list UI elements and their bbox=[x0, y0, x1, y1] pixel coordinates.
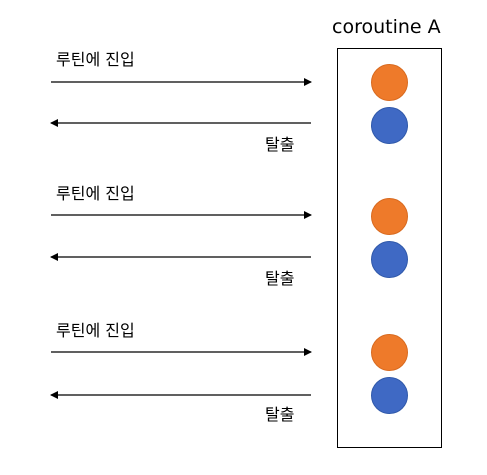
exit-label: 탈출 bbox=[265, 405, 295, 424]
exit-label: 탈출 bbox=[265, 135, 295, 154]
exit-dot bbox=[371, 377, 408, 414]
coroutine-box bbox=[337, 48, 442, 448]
enter-label: 루틴에 진입 bbox=[56, 184, 135, 203]
exit-dot bbox=[371, 107, 408, 144]
coroutine-title: coroutine A bbox=[332, 16, 441, 38]
enter-dot bbox=[371, 334, 408, 371]
enter-dot bbox=[371, 64, 408, 101]
exit-label: 탈출 bbox=[265, 269, 295, 288]
enter-dot bbox=[371, 198, 408, 235]
enter-label: 루틴에 진입 bbox=[56, 50, 135, 69]
enter-label: 루틴에 진입 bbox=[56, 321, 135, 340]
exit-dot bbox=[371, 241, 408, 278]
